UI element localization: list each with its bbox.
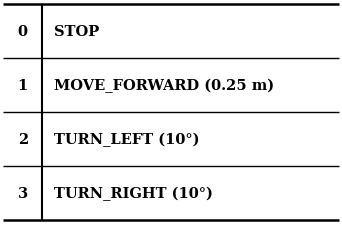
Text: TURN_RIGHT (10°): TURN_RIGHT (10°) — [54, 186, 213, 201]
Text: STOP: STOP — [54, 25, 99, 38]
Text: 2: 2 — [17, 133, 28, 146]
Text: MOVE_FORWARD (0.25 m): MOVE_FORWARD (0.25 m) — [54, 78, 274, 93]
Text: 0: 0 — [18, 25, 28, 38]
Text: 1: 1 — [17, 79, 28, 92]
Text: TURN_LEFT (10°): TURN_LEFT (10°) — [54, 132, 199, 147]
Text: 3: 3 — [18, 187, 28, 200]
